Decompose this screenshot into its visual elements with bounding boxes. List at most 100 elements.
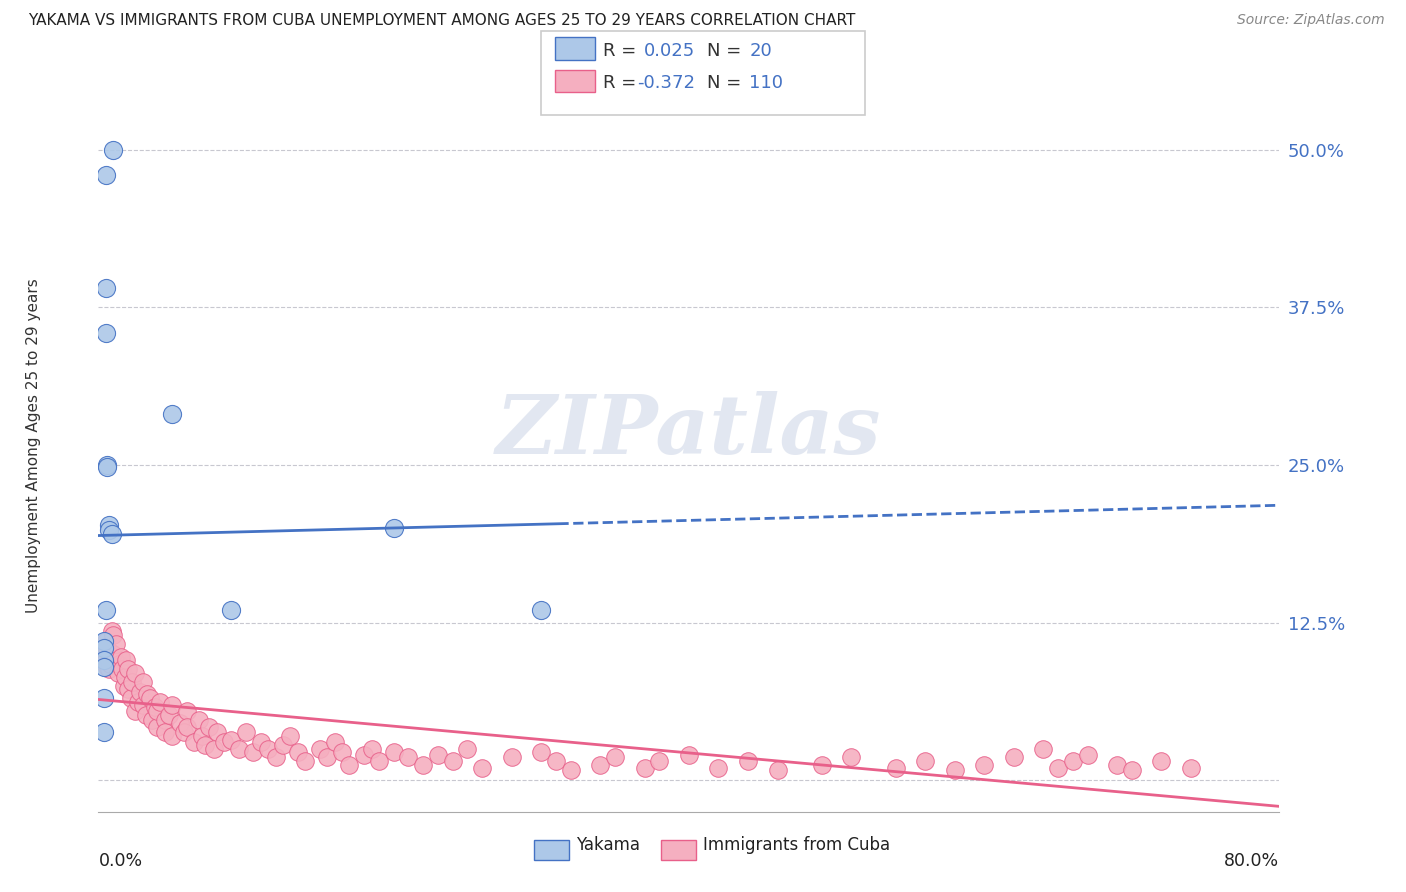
Text: ZIPatlas: ZIPatlas — [496, 392, 882, 471]
Point — [339, 758, 360, 772]
Point — [117, 662, 139, 676]
Point — [294, 754, 316, 768]
Point — [1077, 747, 1099, 762]
Text: 0.025: 0.025 — [644, 42, 695, 60]
Point — [96, 460, 118, 475]
Point — [441, 754, 464, 768]
Point — [136, 688, 159, 702]
Point — [128, 685, 150, 699]
Point — [96, 659, 118, 673]
Point — [162, 408, 183, 422]
Point — [589, 758, 612, 772]
Point — [271, 738, 294, 752]
Point — [194, 738, 217, 752]
Point — [94, 653, 117, 667]
Point — [105, 637, 128, 651]
Point — [884, 761, 907, 775]
Point — [97, 518, 120, 533]
Point — [115, 653, 138, 667]
Point — [323, 735, 346, 749]
Point — [162, 698, 183, 712]
Point — [91, 640, 114, 655]
Point — [121, 674, 143, 689]
Point — [1150, 754, 1173, 768]
Point — [183, 735, 205, 749]
Text: R =: R = — [603, 74, 643, 92]
Point — [471, 761, 494, 775]
Point — [353, 747, 375, 762]
Point — [98, 644, 121, 658]
Text: 110: 110 — [749, 74, 783, 92]
Point — [368, 754, 391, 768]
Point — [157, 707, 180, 722]
Point — [176, 704, 198, 718]
Point — [810, 758, 832, 772]
Text: Source: ZipAtlas.com: Source: ZipAtlas.com — [1237, 13, 1385, 28]
Point — [120, 691, 142, 706]
Point — [97, 524, 120, 538]
Point — [309, 741, 332, 756]
Point — [132, 674, 155, 689]
Point — [841, 750, 863, 764]
Point — [278, 729, 302, 743]
Point — [110, 649, 132, 664]
Point — [162, 729, 183, 743]
Point — [914, 754, 936, 768]
Point — [235, 725, 257, 739]
Point — [173, 725, 195, 739]
Point — [96, 458, 118, 472]
Point — [1002, 750, 1025, 764]
Point — [96, 640, 118, 655]
Point — [100, 624, 122, 639]
Point — [198, 720, 221, 734]
Point — [1046, 761, 1069, 775]
Point — [111, 662, 134, 676]
Point — [112, 679, 135, 693]
Point — [94, 634, 117, 648]
Text: N =: N = — [707, 42, 754, 60]
Point — [146, 704, 169, 718]
Point — [94, 326, 117, 340]
Point — [93, 691, 115, 706]
Point — [103, 143, 125, 157]
Point — [93, 647, 115, 661]
Point — [1180, 761, 1202, 775]
Point — [560, 763, 582, 777]
Point — [94, 603, 117, 617]
Text: Immigrants from Cuba: Immigrants from Cuba — [703, 836, 890, 854]
Point — [648, 754, 671, 768]
Point — [228, 741, 250, 756]
Point — [202, 741, 225, 756]
Point — [219, 603, 242, 617]
Point — [1121, 763, 1143, 777]
Point — [94, 168, 117, 182]
Point — [143, 700, 166, 714]
Point — [153, 725, 176, 739]
Point — [107, 665, 129, 680]
Text: 0.0%: 0.0% — [98, 852, 142, 870]
Point — [943, 763, 966, 777]
Point — [264, 750, 287, 764]
Point — [93, 634, 115, 648]
Point — [250, 735, 273, 749]
Text: R =: R = — [603, 42, 648, 60]
Point — [117, 682, 139, 697]
Point — [93, 659, 115, 673]
Point — [141, 713, 163, 727]
Point — [257, 741, 280, 756]
Point — [546, 754, 568, 768]
Point — [456, 741, 478, 756]
Point — [114, 670, 136, 684]
Point — [191, 729, 214, 743]
Point — [1105, 758, 1128, 772]
Point — [124, 704, 146, 718]
Point — [427, 747, 450, 762]
Point — [973, 758, 995, 772]
Point — [501, 750, 523, 764]
Point — [396, 750, 419, 764]
Point — [98, 657, 121, 672]
Text: 20: 20 — [749, 42, 772, 60]
Point — [97, 653, 120, 667]
Text: Unemployment Among Ages 25 to 29 years: Unemployment Among Ages 25 to 29 years — [25, 278, 41, 614]
Point — [205, 725, 228, 739]
